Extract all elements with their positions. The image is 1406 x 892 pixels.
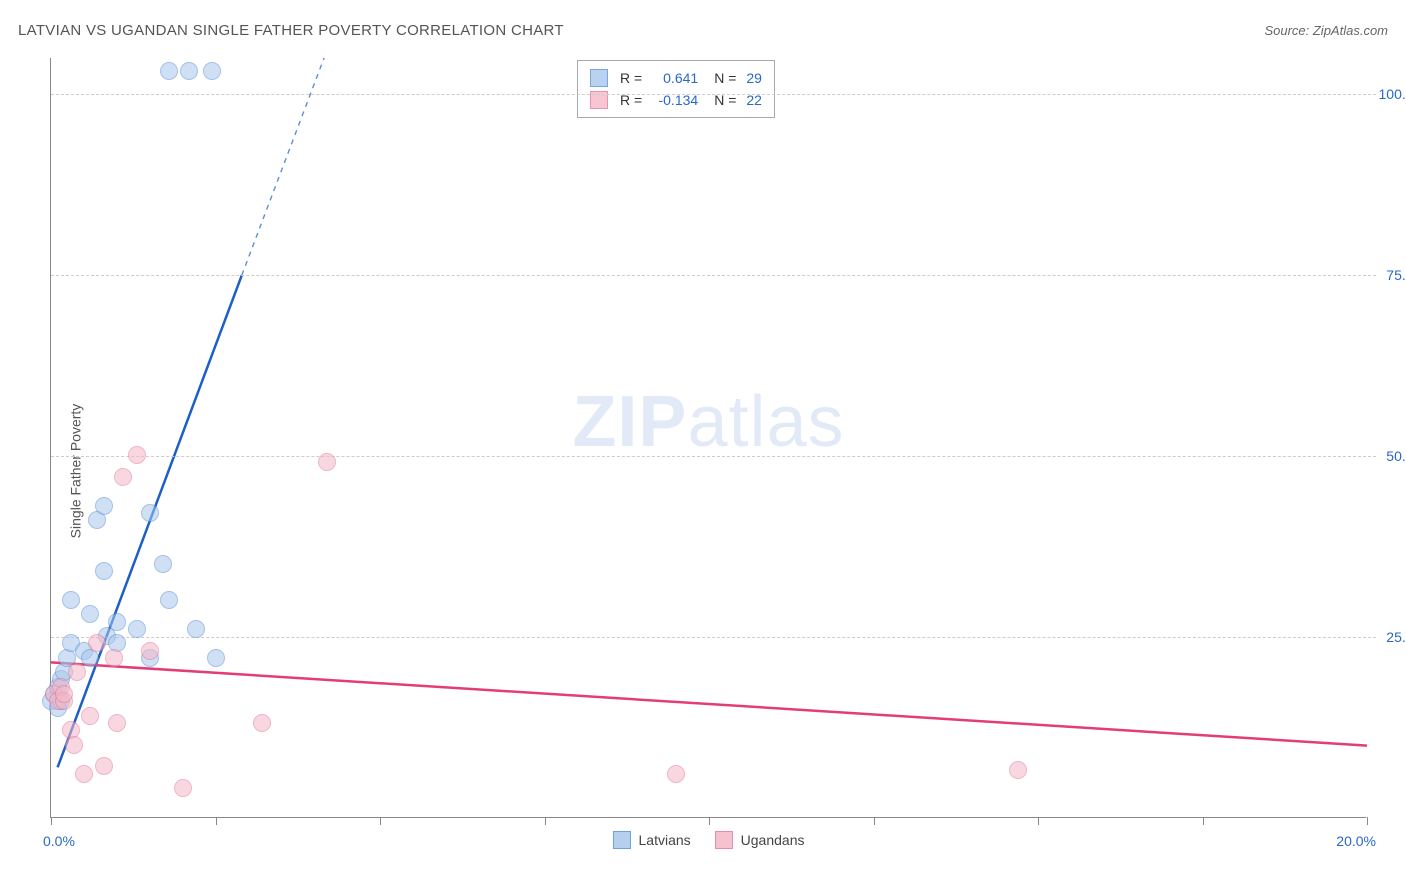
x-tick (1203, 817, 1204, 825)
stats-legend-row: R = 0.641 N = 29 (590, 67, 762, 89)
data-point (55, 685, 73, 703)
data-point (141, 504, 159, 522)
gridline (51, 94, 1376, 95)
data-point (105, 649, 123, 667)
data-point (81, 707, 99, 725)
data-point (65, 736, 83, 754)
chart-title: LATVIAN VS UGANDAN SINGLE FATHER POVERTY… (18, 22, 564, 39)
legend-item: Latvians (613, 831, 691, 849)
data-point (141, 642, 159, 660)
chart-container: Single Father Poverty ZIPatlas R =0.641N… (0, 50, 1406, 892)
data-point (318, 453, 336, 471)
legend-series-name: Latvians (639, 832, 691, 848)
x-tick (216, 817, 217, 825)
x-tick (51, 817, 52, 825)
legend-swatch (715, 831, 733, 849)
data-point (160, 591, 178, 609)
data-point (667, 765, 685, 783)
legend-item: Ugandans (715, 831, 805, 849)
gridline (51, 275, 1376, 276)
data-point (187, 620, 205, 638)
series-legend: Latvians Ugandans (613, 831, 805, 849)
data-point (81, 605, 99, 623)
data-point (68, 663, 86, 681)
data-point (88, 634, 106, 652)
y-tick-label: 25.0% (1386, 629, 1406, 645)
data-point (62, 591, 80, 609)
legend-swatch (613, 831, 631, 849)
data-point (75, 765, 93, 783)
x-tick (545, 817, 546, 825)
data-point (253, 714, 271, 732)
data-point (203, 62, 221, 80)
legend-series-name: Ugandans (741, 832, 805, 848)
data-point (128, 446, 146, 464)
data-point (108, 613, 126, 631)
data-point (207, 649, 225, 667)
stats-legend-row: R =-0.134N =22 (590, 89, 762, 111)
chart-header: LATVIAN VS UGANDAN SINGLE FATHER POVERTY… (18, 22, 1388, 39)
x-axis-max-label: 20.0% (1336, 833, 1376, 849)
y-tick-label: 50.0% (1386, 448, 1406, 464)
data-point (174, 779, 192, 797)
data-point (95, 497, 113, 515)
x-axis-min-label: 0.0% (43, 833, 75, 849)
legend-swatch (590, 69, 608, 87)
trend-lines (51, 58, 1366, 817)
data-point (154, 555, 172, 573)
x-tick (1038, 817, 1039, 825)
plot-area: ZIPatlas R =0.641N =29R =-0.134N =22 Lat… (50, 58, 1366, 818)
data-point (160, 62, 178, 80)
x-tick (1367, 817, 1368, 825)
gridline (51, 637, 1376, 638)
data-point (1009, 761, 1027, 779)
source-attribution: Source: ZipAtlas.com (1264, 23, 1388, 38)
stats-legend: R = 0.641 N = 29 R =-0.134N =22 (577, 60, 775, 118)
data-point (95, 757, 113, 775)
data-point (128, 620, 146, 638)
data-point (180, 62, 198, 80)
y-tick-label: 75.0% (1386, 267, 1406, 283)
r-label: R = (620, 70, 642, 86)
data-point (95, 562, 113, 580)
n-label: N = (714, 70, 736, 86)
r-value: 0.641 (648, 70, 698, 86)
x-tick (709, 817, 710, 825)
data-point (114, 468, 132, 486)
gridline (51, 456, 1376, 457)
y-tick-label: 100.0% (1379, 86, 1406, 102)
data-point (108, 714, 126, 732)
x-tick (874, 817, 875, 825)
n-value: 29 (746, 70, 762, 86)
x-tick (380, 817, 381, 825)
